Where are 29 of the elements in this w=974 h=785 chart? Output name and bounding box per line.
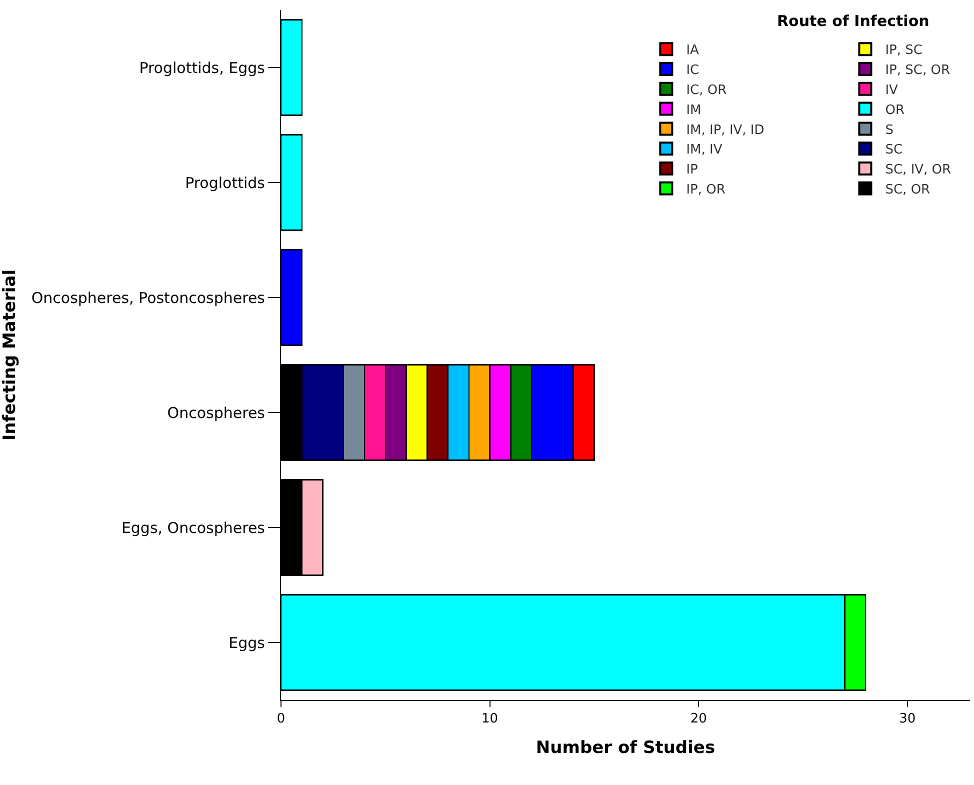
legend-label: S: [885, 122, 894, 138]
x-tick-label: 0: [276, 712, 286, 727]
y-tick-label: Eggs, Oncospheres: [121, 518, 266, 537]
legend-label: IC: [686, 63, 700, 78]
legend-label: SC, IV, OR: [885, 162, 952, 178]
y-tick-label: Oncospheres, Postoncospheres: [31, 288, 266, 307]
y-tick-label: Proglottids, Eggs: [139, 58, 266, 77]
x-tick-label: 10: [482, 712, 498, 727]
y-tick-label: Eggs: [228, 634, 266, 652]
legend-label: IV: [885, 82, 898, 98]
x-tick-label: 20: [690, 712, 707, 727]
legend-label: IM, IP, IV, ID: [686, 122, 764, 138]
legend-label: IP, OR: [686, 182, 726, 198]
legend-label: SC, OR: [885, 182, 930, 198]
y-tick-label: Oncospheres: [167, 404, 266, 422]
legend-label: IM, IV: [686, 142, 722, 158]
legend-label: IP: [686, 162, 698, 178]
x-axis-title: Number of Studies: [536, 738, 716, 758]
legend-label: IP, SC, OR: [885, 63, 950, 78]
legend-label: OR: [885, 102, 904, 118]
legend-label: IM: [686, 102, 702, 118]
y-axis-title: Infecting Material: [0, 269, 20, 441]
y-tick-label: Proglottids: [185, 174, 266, 192]
legend-label: IC, OR: [686, 82, 727, 98]
x-tick-label: 30: [899, 712, 916, 727]
legend-label: IP, SC: [885, 43, 922, 58]
legend-title: Route of Infection: [777, 12, 930, 30]
legend-label: SC: [885, 142, 903, 158]
legend-label: IA: [686, 43, 700, 58]
